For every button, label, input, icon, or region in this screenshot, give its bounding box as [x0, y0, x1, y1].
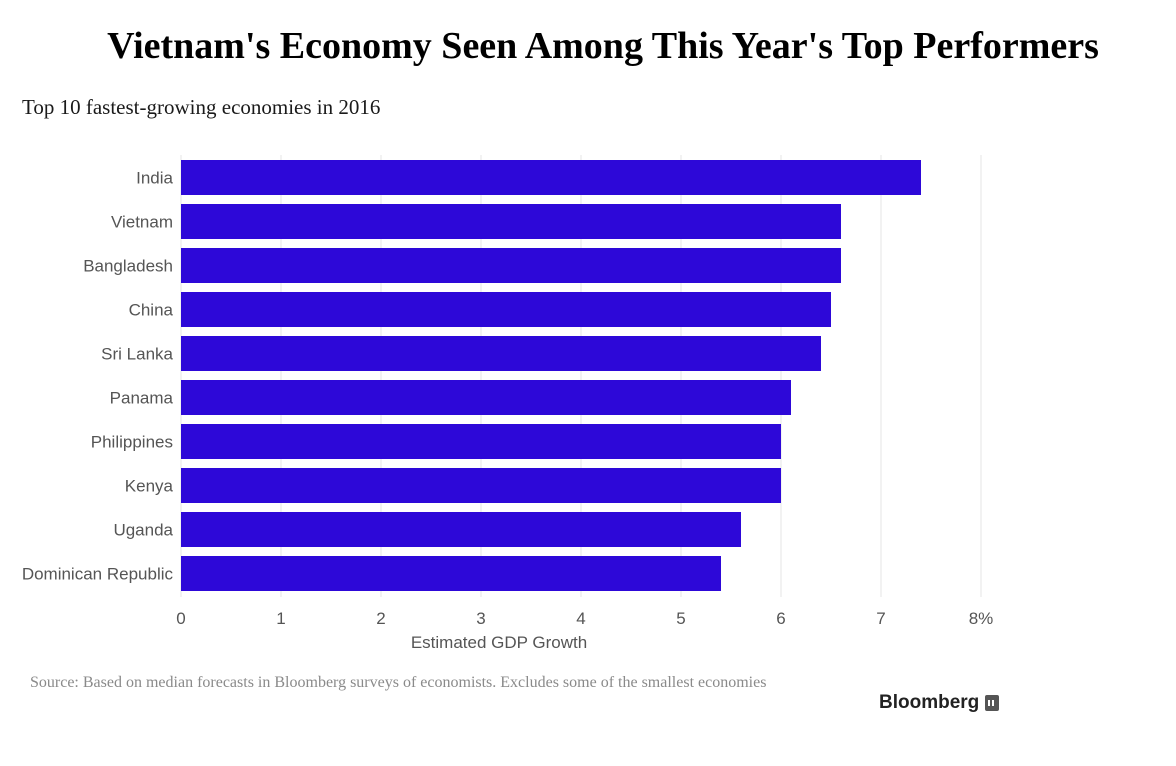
category-label: China — [129, 301, 174, 320]
x-tick-label: 8% — [969, 609, 994, 628]
x-tick-label: 5 — [676, 609, 685, 628]
bar-india — [181, 160, 921, 195]
category-label: Philippines — [91, 433, 173, 452]
bar-vietnam — [181, 204, 841, 239]
category-label: Vietnam — [111, 213, 173, 232]
category-label: Sri Lanka — [101, 345, 173, 364]
bar-kenya — [181, 468, 781, 503]
x-tick-label: 1 — [276, 609, 285, 628]
x-tick-label: 0 — [176, 609, 185, 628]
x-tick-label: 2 — [376, 609, 385, 628]
brand-label: Bloomberg — [879, 692, 980, 713]
bar-bangladesh — [181, 248, 841, 283]
x-tick-label: 6 — [776, 609, 785, 628]
bar-philippines — [181, 424, 781, 459]
bar-uganda — [181, 512, 741, 547]
x-tick-labels: 0 1 2 3 4 5 6 7 8% — [176, 609, 993, 628]
source-note: Source: Based on median forecasts in Blo… — [30, 674, 767, 691]
x-tick-label: 4 — [576, 609, 585, 628]
category-label: Bangladesh — [83, 257, 173, 276]
x-axis-title: Estimated GDP Growth — [411, 633, 587, 652]
bar-chart: India Vietnam Bangladesh China Sri Lanka Pana… — [22, 155, 993, 652]
chart-title: Vietnam's Economy Seen Among This Year's… — [107, 25, 1099, 67]
category-label: Panama — [110, 389, 174, 408]
category-label: Uganda — [113, 521, 173, 540]
category-label: India — [136, 169, 173, 188]
category-label: Kenya — [125, 477, 174, 496]
bar-dominican-republic — [181, 556, 721, 591]
x-tick-label: 7 — [876, 609, 885, 628]
x-tick-label: 3 — [476, 609, 485, 628]
bar-panama — [181, 380, 791, 415]
chart-subtitle: Top 10 fastest-growing economies in 2016 — [22, 95, 381, 119]
bloomberg-logo: Bloomberg — [879, 692, 1000, 714]
bars — [181, 160, 921, 591]
bar-china — [181, 292, 831, 327]
bloomberg-terminal-icon — [985, 695, 1000, 711]
category-labels: India Vietnam Bangladesh China Sri Lanka Pana… — [22, 169, 174, 584]
bar-sri-lanka — [181, 336, 821, 371]
category-label: Dominican Republic — [22, 565, 174, 584]
